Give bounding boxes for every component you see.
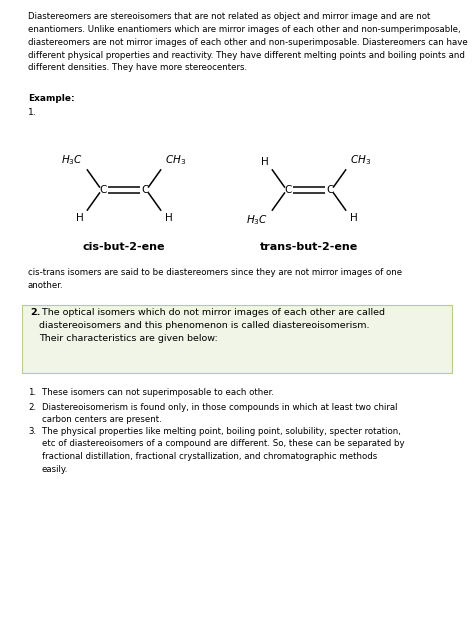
Text: cis-trans isomers are said to be diastereomers since they are not mirror images : cis-trans isomers are said to be diaster…	[28, 268, 402, 290]
Text: 2.: 2.	[28, 403, 36, 411]
Text: H: H	[164, 213, 173, 223]
FancyBboxPatch shape	[22, 305, 452, 373]
Text: cis-but-2-ene: cis-but-2-ene	[83, 242, 165, 252]
Text: Example:: Example:	[28, 94, 74, 103]
Text: $CH_3$: $CH_3$	[350, 153, 371, 167]
Text: These isomers can not superimposable to each other.: These isomers can not superimposable to …	[42, 388, 274, 397]
Text: The physical properties like melting point, boiling point, solubility, specter r: The physical properties like melting poi…	[42, 427, 405, 474]
Text: 3.: 3.	[28, 427, 36, 435]
Text: 2.: 2.	[30, 308, 40, 317]
Text: C: C	[100, 185, 107, 195]
Text: H: H	[75, 213, 83, 223]
Text: H: H	[261, 157, 268, 167]
Text: $CH_3$: $CH_3$	[164, 153, 186, 167]
Text: C: C	[326, 185, 334, 195]
Text: H: H	[350, 213, 357, 223]
Text: 1.: 1.	[28, 108, 36, 117]
Text: The optical isomers which do not mirror images of each other are called
diastere: The optical isomers which do not mirror …	[39, 308, 385, 343]
Text: $H_3C$: $H_3C$	[246, 213, 268, 227]
Text: C: C	[284, 185, 292, 195]
Text: Diastereoisomerism is found only, in those compounds in which at least two chira: Diastereoisomerism is found only, in tho…	[42, 403, 398, 424]
Text: Diastereomers are stereoisomers that are not related as object and mirror image : Diastereomers are stereoisomers that are…	[28, 12, 468, 73]
Text: 1.: 1.	[28, 388, 36, 397]
Text: trans-but-2-ene: trans-but-2-ene	[260, 242, 358, 252]
Text: $H_3C$: $H_3C$	[62, 153, 83, 167]
Text: C: C	[141, 185, 149, 195]
